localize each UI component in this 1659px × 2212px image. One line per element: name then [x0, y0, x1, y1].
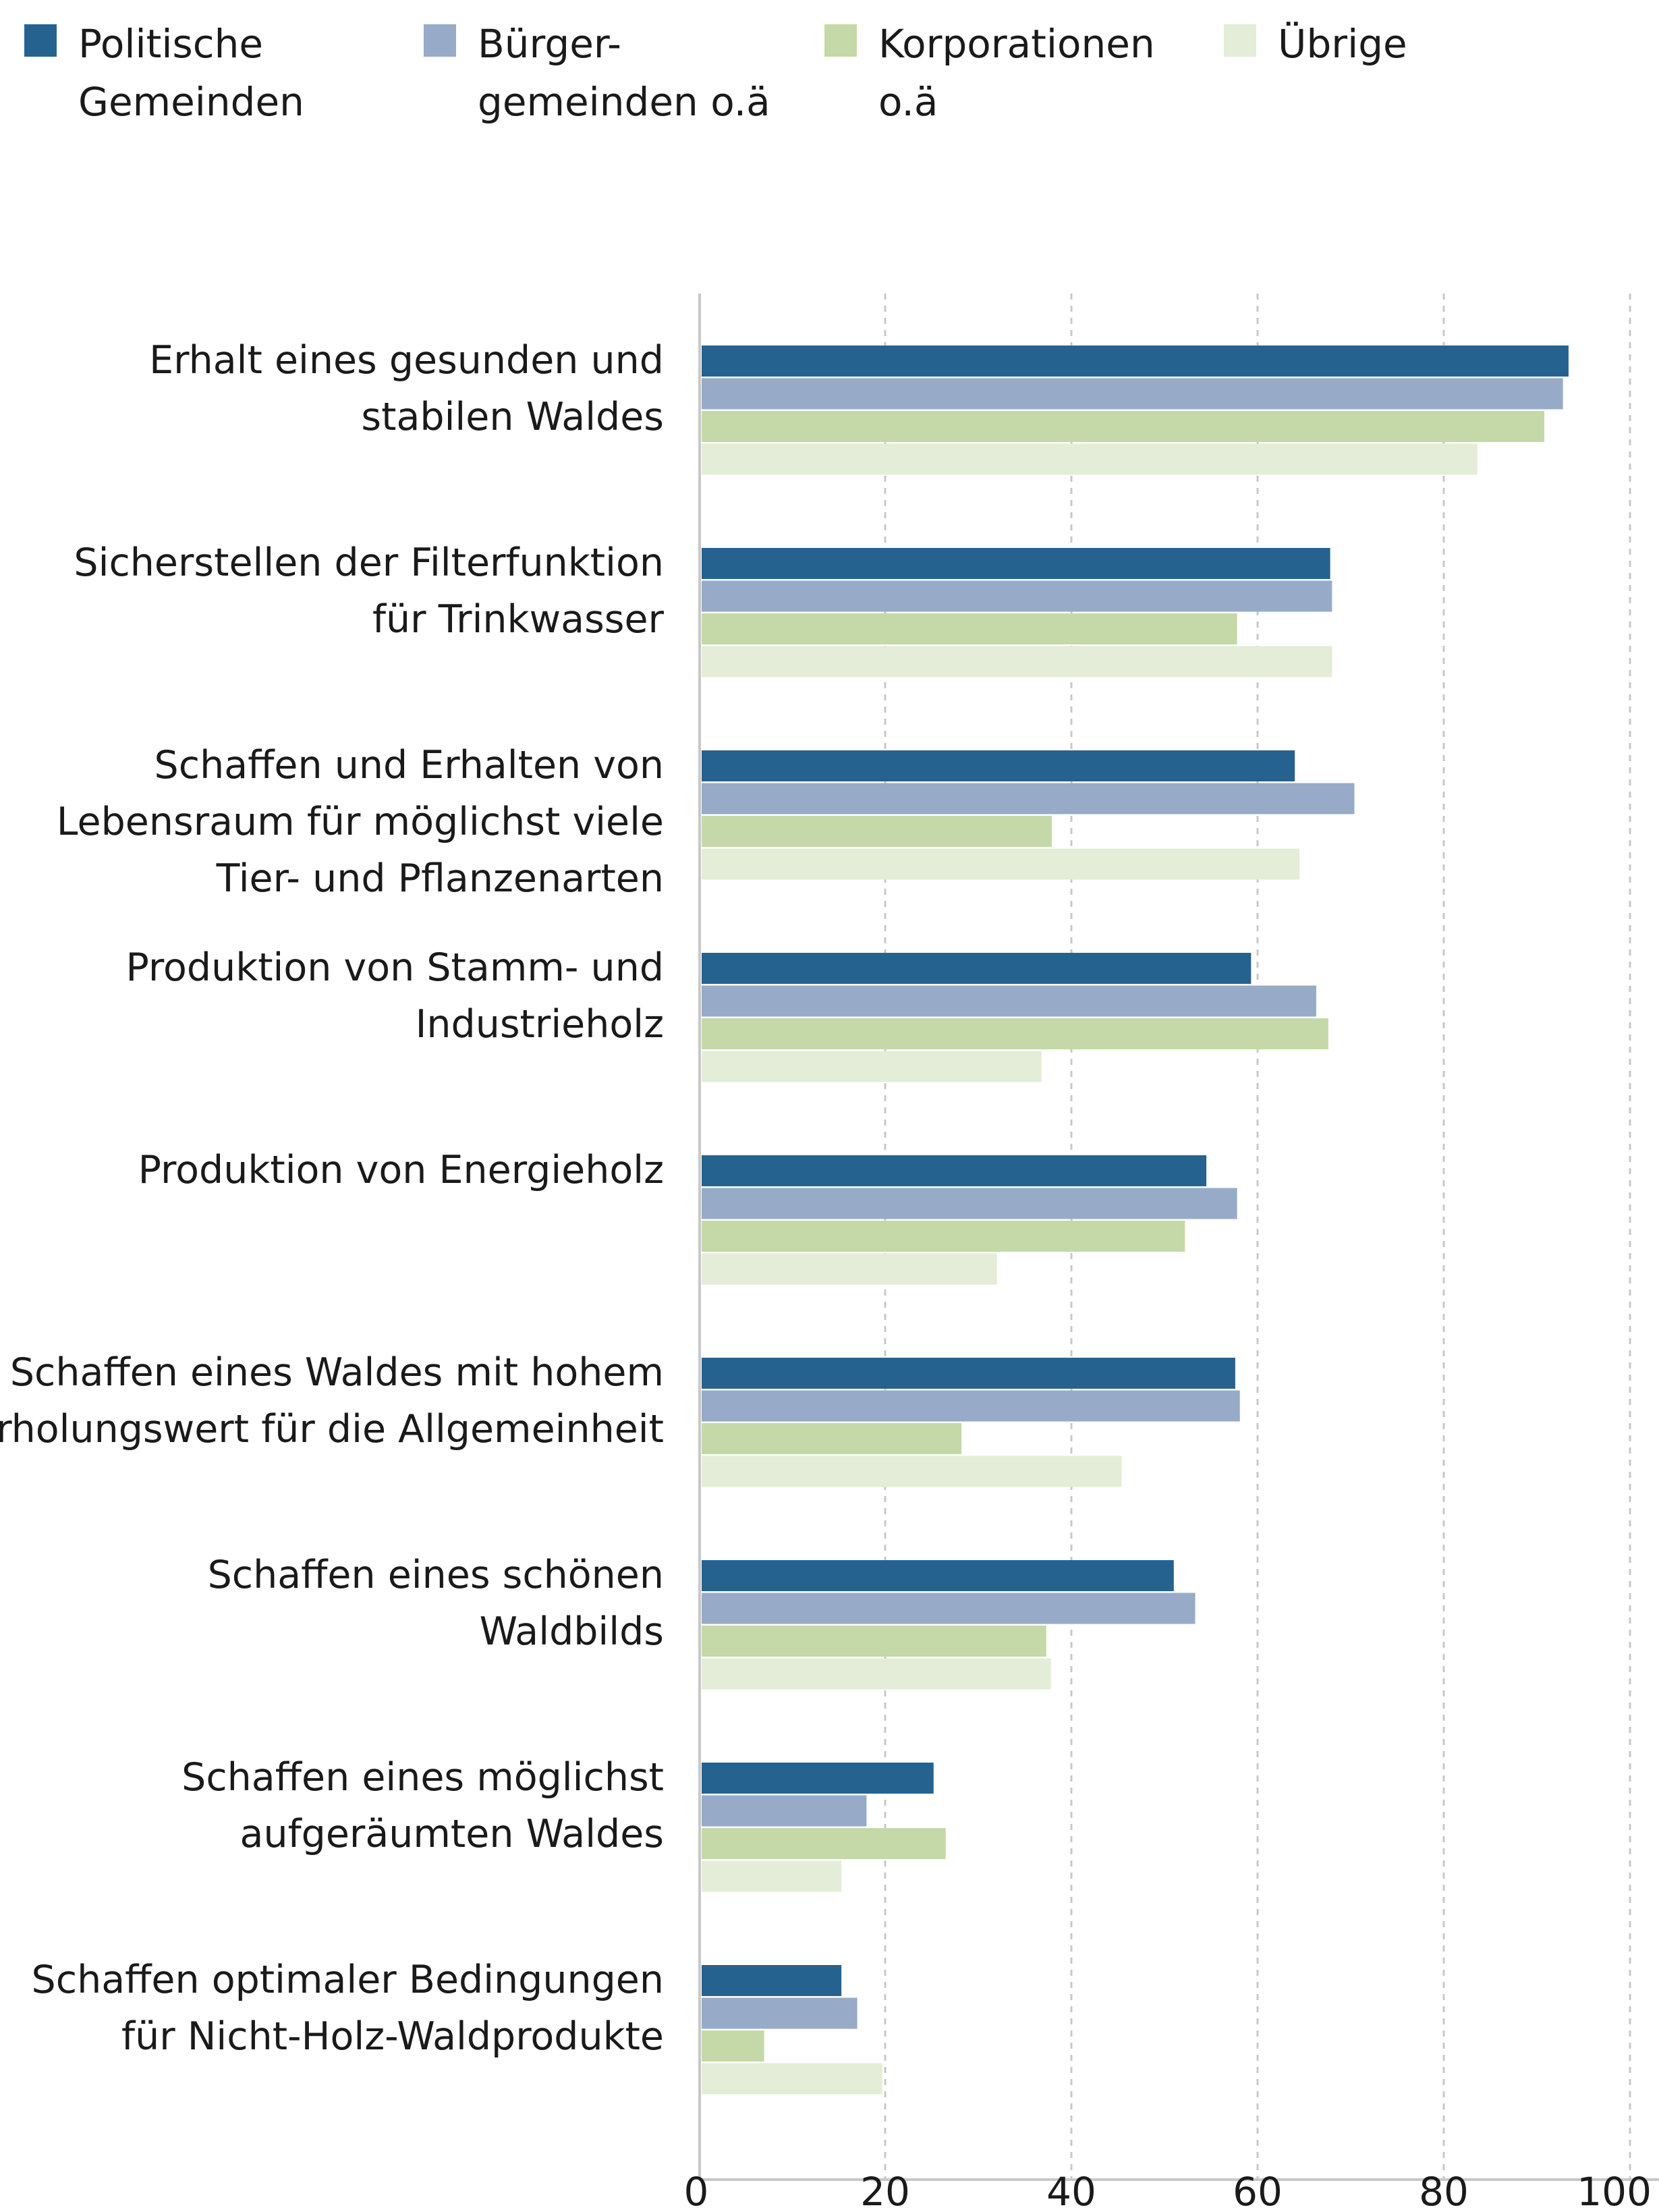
- bar: [702, 1423, 962, 1454]
- bar: [702, 1828, 946, 1859]
- bar: [702, 2030, 764, 2062]
- bar: [702, 1965, 842, 1996]
- legend: Politische Gemeinden Bürger- gemeinden o.…: [0, 0, 1659, 148]
- bar: [702, 646, 1332, 678]
- legend-swatch: [824, 24, 857, 57]
- bar: [702, 1795, 867, 1827]
- bar: [702, 411, 1545, 442]
- bar: [702, 1253, 997, 1285]
- bar: [702, 848, 1300, 880]
- bar: [702, 1997, 857, 2029]
- legend-item: Bürger- gemeinden o.ä: [424, 15, 828, 131]
- category-label: Lebensraum für möglichst viele: [57, 800, 664, 844]
- bar: [702, 1560, 1174, 1591]
- legend-label: Politische Gemeinden: [78, 21, 304, 125]
- bar: [702, 613, 1237, 644]
- category-label: Erholungswert für die Allgemeinheit: [0, 1407, 664, 1451]
- legend-swatch: [1224, 24, 1256, 57]
- category-label: Sicherstellen der Filterfunktion: [74, 541, 664, 585]
- bar: [702, 783, 1355, 814]
- bar: [702, 1390, 1240, 1422]
- category-label: Schaffen und Erhalten von: [154, 743, 664, 787]
- bar: [702, 816, 1052, 847]
- grid-lines: [884, 294, 1631, 2180]
- category-label: Schaffen optimaler Bedingungen: [32, 1958, 664, 2002]
- category-label: für Trinkwasser: [372, 597, 665, 642]
- x-axis: 0 20 40 60 80 100: [684, 294, 1659, 2212]
- legend-swatch: [424, 24, 456, 57]
- category-label: Waldbilds: [480, 1609, 664, 1654]
- bar: [702, 1358, 1235, 1389]
- category-label: für Nicht-Holz-Waldprodukte: [121, 2014, 664, 2059]
- legend-label: Übrige: [1278, 21, 1407, 67]
- bar: [702, 1626, 1046, 1657]
- bar: [702, 953, 1252, 984]
- category-label: Produktion von Stamm- und: [125, 945, 664, 990]
- x-tick-label: 100: [1577, 2169, 1652, 2212]
- category-labels: Erhalt eines gesunden und stabilen Waldes…: [0, 338, 665, 2059]
- bar: [702, 2063, 882, 2095]
- legend-label: Bürger- gemeinden o.ä: [478, 21, 770, 125]
- bar: [702, 1593, 1196, 1624]
- bar: [702, 1860, 842, 1892]
- bar: [702, 345, 1569, 377]
- category-label: stabilen Waldes: [361, 395, 664, 439]
- bar: [702, 1456, 1122, 1487]
- x-tick-label: 40: [1046, 2169, 1096, 2212]
- bar: [702, 378, 1563, 410]
- legend-swatch: [24, 24, 57, 57]
- legend-item: Übrige: [1224, 15, 1629, 73]
- bar: [702, 580, 1332, 612]
- bar: [702, 1051, 1042, 1082]
- bar: [702, 1763, 934, 1794]
- category-label: Schaffen eines möglichst: [181, 1755, 664, 1800]
- x-tick-label: 80: [1419, 2169, 1469, 2212]
- category-label: Schaffen eines schönen: [208, 1553, 664, 1597]
- bars: [702, 345, 1569, 2095]
- bar: [702, 1658, 1051, 1690]
- bar: [702, 1155, 1207, 1186]
- category-label: Produktion von Energieholz: [138, 1148, 664, 1192]
- legend-item: Politische Gemeinden: [24, 15, 429, 131]
- legend-item: Korporationen o.ä: [824, 15, 1229, 131]
- bar: [702, 985, 1316, 1017]
- category-label: Tier- und Pflanzenarten: [216, 856, 664, 901]
- x-tick-label: 0: [684, 2169, 709, 2212]
- bar: [702, 443, 1478, 475]
- legend-label: Korporationen o.ä: [878, 21, 1155, 125]
- x-tick-label: 60: [1233, 2169, 1283, 2212]
- category-label: Erhalt eines gesunden und: [149, 338, 664, 383]
- category-label: Industrieholz: [416, 1002, 664, 1047]
- category-label: Schaffen eines Waldes mit hohem: [10, 1350, 664, 1395]
- bar: [702, 750, 1295, 781]
- x-tick-label: 20: [860, 2169, 910, 2212]
- category-label: aufgeräumten Waldes: [240, 1812, 664, 1856]
- bar: [702, 548, 1330, 579]
- bar: [702, 1188, 1237, 1219]
- bar: [702, 1221, 1185, 1252]
- bar: [702, 1018, 1328, 1049]
